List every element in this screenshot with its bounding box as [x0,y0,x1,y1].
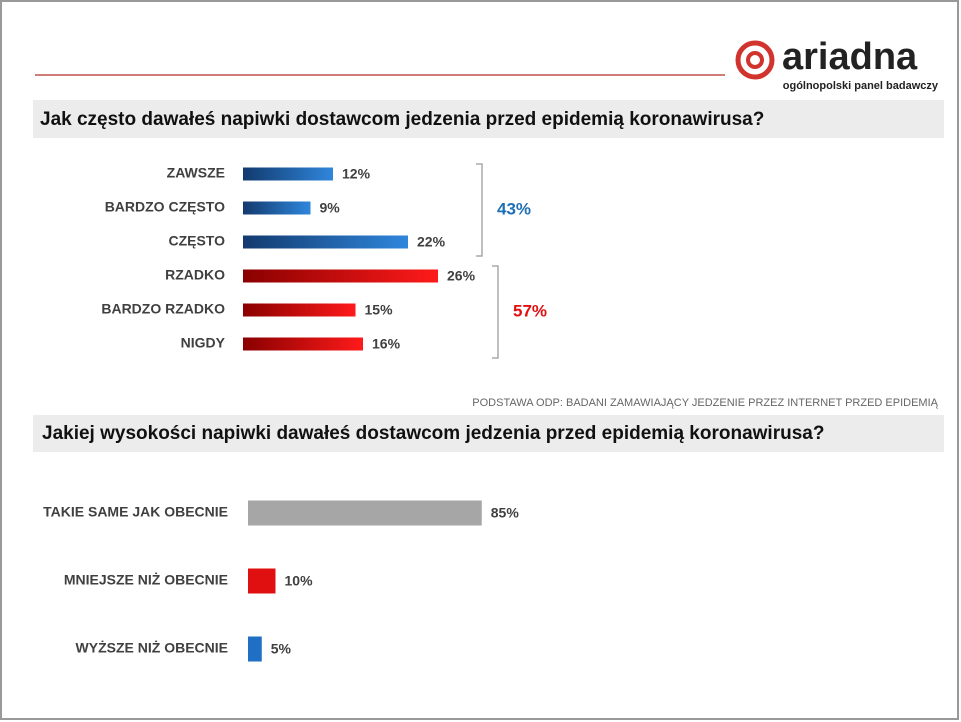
logo-tagline: ogólnopolski panel badawczy [783,80,939,92]
bar [248,636,262,662]
logo: ariadna ogólnopolski panel badawczy [735,36,939,92]
bar [248,500,482,526]
bar [243,337,363,351]
chart-title: Jakiej wysokości napiwki dawałeś dostawc… [42,423,824,444]
bar [243,235,408,249]
value-label: 26% [447,268,476,284]
logo-icon [735,40,775,80]
group-label: 43% [497,199,531,218]
logo-icon-inner [746,51,764,69]
category-label: RZADKO [165,267,225,283]
category-label: TAKIE SAME JAK OBECNIE [43,504,228,520]
group-bracket [476,163,483,257]
group-label: 57% [513,301,547,320]
category-label: MNIEJSZE NIŻ OBECNIE [64,572,228,588]
category-label: BARDZO CZĘSTO [105,199,225,215]
value-label: 15% [365,302,394,318]
source-note: PODSTAWA ODP: BADANI ZAMAWIAJĄCY JEDZENI… [472,397,938,409]
title-band [33,100,944,138]
category-label: CZĘSTO [168,233,225,249]
value-label: 16% [372,336,401,352]
value-label: 22% [417,234,446,250]
bar [243,269,438,283]
bar [243,167,333,181]
logo-text: ariadna [782,36,918,78]
bar [248,568,276,594]
group-bracket [492,265,499,359]
value-label: 10% [285,573,314,589]
value-label: 5% [271,641,292,657]
category-label: WYŻSZE NIŻ OBECNIE [76,640,228,656]
category-label: BARDZO RZADKO [101,301,225,317]
chart-title: Jak często dawałeś napiwki dostawcom jed… [40,109,764,130]
value-label: 9% [320,200,341,216]
bar [243,303,356,317]
category-label: ZAWSZE [167,165,225,181]
value-label: 85% [491,505,520,521]
bar [243,201,311,215]
category-label: NIGDY [181,335,226,351]
value-label: 12% [342,166,371,182]
title-band [33,415,944,452]
